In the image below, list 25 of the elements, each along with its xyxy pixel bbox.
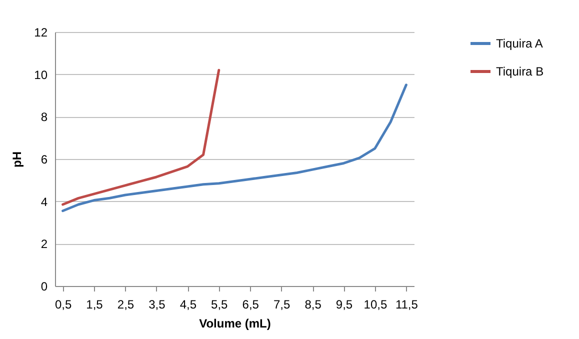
y-tick-label: 4	[40, 194, 48, 209]
x-tick-label: 2,5	[117, 298, 134, 312]
x-tick-label: 10,5	[364, 298, 388, 312]
line-series	[62, 84, 408, 212]
x-tick-label: 3,5	[148, 298, 166, 312]
x-tick-label: 7,5	[273, 298, 290, 312]
y-tick-label: 2	[40, 237, 48, 252]
y-axis-title: pH	[10, 152, 24, 168]
x-axis-title: Volume (mL)	[199, 316, 271, 330]
x-tick-label: 9,5	[336, 298, 353, 312]
y-tick-label: 6	[40, 152, 48, 166]
x-tick-label: 11,5	[395, 298, 418, 312]
x-tick-label: 0,5	[54, 298, 72, 312]
y-tick-label: 8	[40, 110, 48, 124]
y-tick-label: 0	[40, 280, 48, 294]
legend-label: Tiquira B	[496, 64, 544, 78]
x-tick-label: 4,5	[180, 298, 197, 312]
x-tick-label: 8,5	[304, 298, 322, 312]
line-series	[62, 68, 220, 206]
x-tick-label: 6,5	[242, 298, 260, 312]
x-tick-label: 5,5	[211, 298, 228, 312]
y-tick-label: 12	[34, 26, 48, 40]
x-tick-label: 1,5	[86, 298, 104, 312]
y-tick-label: 10	[34, 68, 48, 82]
legend-label: Tiquira A	[496, 36, 543, 50]
